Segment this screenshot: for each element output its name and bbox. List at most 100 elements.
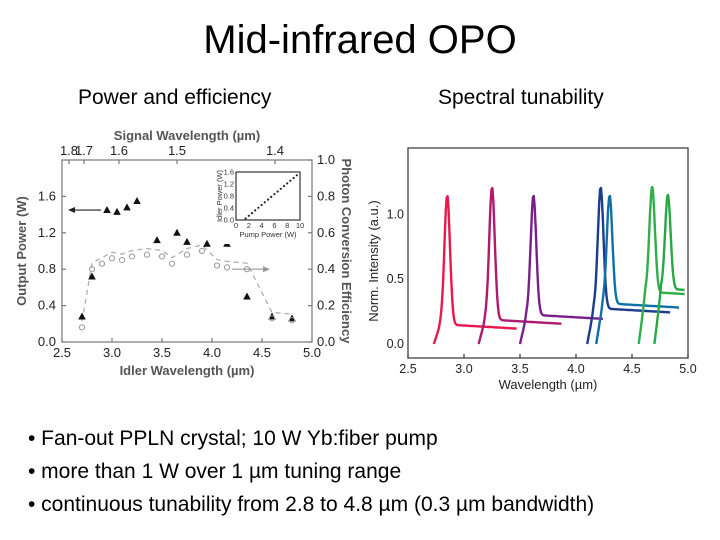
x-tick-label: 3.5 [511, 362, 528, 376]
subtitle-power-efficiency: Power and efficiency [78, 86, 272, 109]
top-tick-label: 1.6 [110, 143, 128, 158]
x-tick-label: 2.5 [53, 345, 71, 360]
spectrum-line [653, 193, 686, 345]
efficiency-data-point [213, 262, 221, 269]
power-data-point [133, 196, 141, 204]
efficiency-data-point [118, 257, 126, 264]
x-tick-label: 4.0 [567, 362, 584, 376]
x-tick-label: 2.5 [399, 362, 416, 376]
spectrum-line [637, 185, 686, 345]
efficiency-data-point [288, 317, 296, 324]
power-data-point [153, 236, 161, 244]
efficiency-data-point [143, 251, 151, 258]
bullet-item: • continuous tunability from 2.8 to 4.8 … [28, 493, 595, 516]
inset-data-point [270, 195, 273, 198]
efficiency-data-point [108, 255, 116, 262]
y2-axis-label: Photon Conversion Efficiency [339, 159, 354, 345]
y-tick-label: 0.0 [387, 337, 404, 351]
inset-data-point [266, 198, 270, 201]
power-data-point [243, 292, 251, 300]
power-data-point [123, 203, 131, 211]
x-tick-label: 4.5 [253, 345, 271, 360]
subtitle-spectral-tunability: Spectral tunability [438, 86, 604, 109]
y2-tick-label: 1.0 [317, 152, 335, 167]
x-axis-label: Idler Wavelength (µm) [120, 363, 255, 378]
spectrum-line [477, 186, 562, 345]
y-axis-label: Norm. Intensity (a.u.) [366, 200, 381, 321]
x-tick-label: 4.5 [623, 362, 640, 376]
inset-x-tick-label: 6 [272, 221, 276, 230]
inset-data-point [260, 203, 263, 207]
power-efficiency-chart: 2.5 3.0 3.5 4.0 4.5 5.0 Idler Wavelength (µm) 0… [14, 128, 354, 378]
y-tick-label: 1.2 [38, 225, 56, 240]
y-tick-label: 1.0 [387, 207, 404, 221]
efficiency-data-point [158, 253, 166, 260]
y-tick-label: 0.5 [387, 272, 404, 286]
inset-data-point [247, 214, 250, 217]
inset-y-tick-label: 1.2 [224, 180, 234, 189]
y2-tick-label: 0.2 [317, 298, 335, 313]
efficiency-data-point [128, 253, 136, 260]
x-tick-label: 3.0 [455, 362, 472, 376]
top-axis-label: Signal Wavelength (µm) [114, 128, 260, 143]
x-axis-label: Wavelength (µm) [499, 377, 598, 392]
inset-x-label: Pump Power (W) [239, 230, 297, 239]
bullet-item: • Fan-out PPLN crystal; 10 W Yb:fiber pu… [28, 427, 438, 450]
inset-data-point [250, 212, 254, 215]
power-data-point [203, 239, 211, 247]
power-data-point [78, 312, 86, 320]
spectrum-line [432, 195, 517, 345]
x-tick-label: 3.0 [103, 345, 121, 360]
bullet-item: • more than 1 W over 1 µm tuning range [28, 460, 402, 483]
top-tick-label: 1.5 [168, 143, 186, 158]
x-tick-label: 4.0 [203, 345, 221, 360]
power-data-point [88, 272, 96, 280]
inset-y-label: Idler Power (W) [215, 169, 224, 222]
y2-tick-label: 0.6 [317, 225, 335, 240]
efficiency-data-point [98, 260, 106, 267]
inset-data-point [295, 174, 298, 177]
top-tick-label: 1.7 [75, 143, 93, 158]
y-axis-label: Output Power (W) [14, 196, 29, 306]
x-tick-label: 5.0 [679, 362, 696, 376]
top-tick-label: 1.8 [60, 143, 78, 158]
power-data-point [113, 207, 121, 215]
spectral-tunability-chart: 2.5 3.0 3.5 4.0 4.5 5.0 Wavelength (µm) 0.0 0.5 1… [366, 147, 697, 392]
inset-data-point [273, 193, 276, 196]
inset-y-tick-label: 0.0 [224, 216, 234, 225]
x-tick-label: 3.5 [153, 345, 171, 360]
efficiency-data-point [268, 315, 276, 322]
y-tick-label: 0.4 [38, 298, 56, 313]
inset-y-tick-label: 1.6 [224, 168, 234, 177]
spectrum-line [518, 194, 604, 345]
y2-tick-label: 0.4 [317, 261, 335, 276]
efficiency-data-point [198, 247, 206, 255]
efficiency-trend-curve [81, 244, 293, 322]
slide-title: Mid-infrared OPO [203, 18, 517, 62]
inset-data-point [254, 209, 257, 212]
inset-data-point [282, 185, 286, 188]
inset-data-point [292, 176, 295, 180]
inset-data-point [244, 217, 247, 220]
inset-data-point [276, 190, 279, 193]
y2-tick-label: 0.0 [317, 334, 335, 349]
x-tick-label: 5.0 [303, 345, 321, 360]
inset-y-tick-label: 0.8 [224, 192, 234, 201]
plot-frame [61, 159, 313, 343]
bullet-list: • Fan-out PPLN crystal; 10 W Yb:fiber pu… [28, 422, 594, 521]
y-tick-label: 1.6 [38, 188, 56, 203]
plot-frame [407, 147, 689, 359]
efficiency-axis-arrowhead [263, 266, 270, 273]
top-tick-label: 1.4 [266, 143, 284, 158]
y-tick-label: 0.0 [38, 334, 56, 349]
inset-data-point [257, 206, 260, 209]
power-data-point [173, 228, 181, 236]
inset-data-point [286, 182, 289, 185]
inset-x-tick-label: 4 [260, 221, 264, 230]
efficiency-data-point [183, 251, 191, 258]
spectrum-line [586, 186, 671, 345]
power-data-point [183, 237, 191, 245]
efficiency-data-point [168, 260, 176, 267]
inset-x-tick-label: 8 [285, 221, 289, 230]
y-tick-label: 0.8 [38, 261, 56, 276]
